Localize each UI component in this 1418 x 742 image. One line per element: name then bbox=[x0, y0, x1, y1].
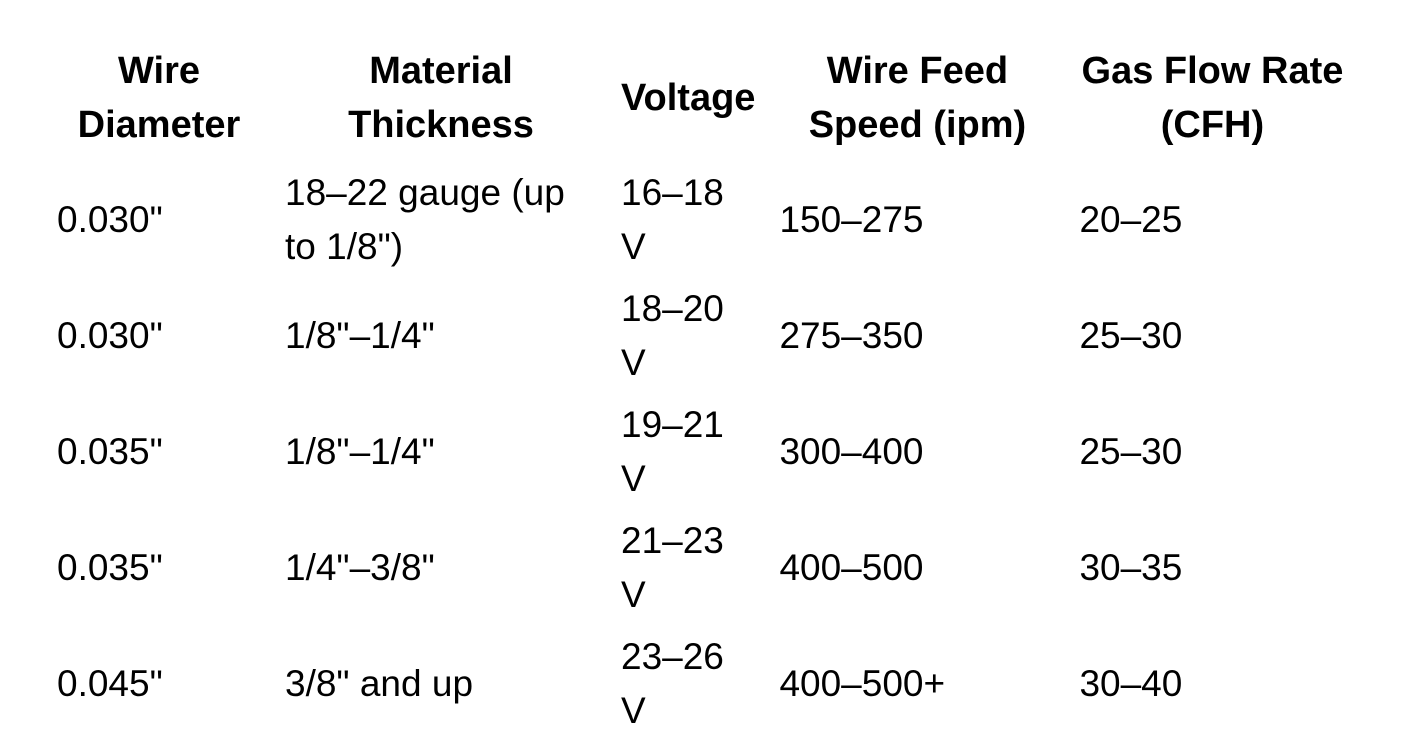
welding-settings-table: Wire Diameter Material Thickness Voltage… bbox=[45, 40, 1357, 742]
cell-gas-flow-rate: 30–35 bbox=[1079, 547, 1183, 588]
table-row: 0.030" 18–22 gauge (up to 1/8") 16–18 V … bbox=[45, 162, 1357, 278]
cell-wire-diameter: 0.035" bbox=[57, 547, 163, 588]
cell-wire-feed-speed: 400–500+ bbox=[779, 663, 946, 704]
table-header: Wire Diameter Material Thickness Voltage… bbox=[45, 40, 1357, 162]
cell-voltage: 16–18 V bbox=[621, 172, 724, 267]
cell-voltage: 18–20 V bbox=[621, 288, 724, 383]
cell-wire-diameter: 0.035" bbox=[57, 431, 163, 472]
cell-material-thickness: 18–22 gauge (up to 1/8") bbox=[285, 172, 565, 267]
cell-gas-flow-rate: 25–30 bbox=[1079, 431, 1183, 472]
header-material-thickness: Material Thickness bbox=[348, 50, 534, 146]
header-wire-feed-speed: Wire Feed Speed (ipm) bbox=[808, 50, 1027, 146]
cell-wire-diameter: 0.030" bbox=[57, 315, 163, 356]
cell-gas-flow-rate: 30–40 bbox=[1079, 663, 1183, 704]
table-row: 0.030" 1/8"–1/4" 18–20 V 275–350 25–30 bbox=[45, 278, 1357, 394]
cell-voltage: 19–21 V bbox=[621, 404, 724, 499]
cell-material-thickness: 1/8"–1/4" bbox=[285, 315, 435, 356]
cell-voltage: 23–26 V bbox=[621, 636, 724, 731]
header-gas-flow-rate: Gas Flow Rate (CFH) bbox=[1081, 50, 1344, 146]
header-voltage: Voltage bbox=[621, 77, 756, 119]
table-row: 0.035" 1/8"–1/4" 19–21 V 300–400 25–30 bbox=[45, 394, 1357, 510]
cell-material-thickness: 1/8"–1/4" bbox=[285, 431, 435, 472]
cell-gas-flow-rate: 25–30 bbox=[1079, 315, 1183, 356]
cell-wire-feed-speed: 300–400 bbox=[779, 431, 924, 472]
cell-material-thickness: 1/4"–3/8" bbox=[285, 547, 435, 588]
cell-gas-flow-rate: 20–25 bbox=[1079, 199, 1183, 240]
header-row: Wire Diameter Material Thickness Voltage… bbox=[45, 40, 1357, 162]
cell-wire-feed-speed: 150–275 bbox=[779, 199, 924, 240]
table-row: 0.035" 1/4"–3/8" 21–23 V 400–500 30–35 bbox=[45, 510, 1357, 626]
table-row: 0.045" 3/8" and up 23–26 V 400–500+ 30–4… bbox=[45, 626, 1357, 742]
cell-wire-diameter: 0.045" bbox=[57, 663, 163, 704]
cell-wire-feed-speed: 275–350 bbox=[779, 315, 924, 356]
cell-voltage: 21–23 V bbox=[621, 520, 724, 615]
cell-material-thickness: 3/8" and up bbox=[285, 663, 474, 704]
cell-wire-feed-speed: 400–500 bbox=[779, 547, 924, 588]
header-wire-diameter: Wire Diameter bbox=[77, 50, 241, 146]
cell-wire-diameter: 0.030" bbox=[57, 199, 163, 240]
table-body: 0.030" 18–22 gauge (up to 1/8") 16–18 V … bbox=[45, 162, 1357, 742]
